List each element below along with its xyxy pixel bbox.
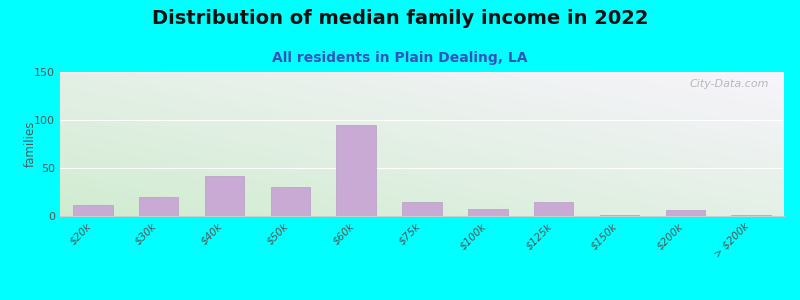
Bar xyxy=(337,125,376,216)
Bar xyxy=(139,197,178,216)
Bar xyxy=(205,176,244,216)
Bar xyxy=(666,210,705,216)
Bar xyxy=(534,202,574,216)
Text: Distribution of median family income in 2022: Distribution of median family income in … xyxy=(152,9,648,28)
Text: All residents in Plain Dealing, LA: All residents in Plain Dealing, LA xyxy=(272,51,528,65)
Bar xyxy=(731,215,771,216)
Bar xyxy=(402,202,442,216)
Bar xyxy=(468,209,507,216)
Y-axis label: families: families xyxy=(23,121,37,167)
Bar xyxy=(73,206,113,216)
Text: City-Data.com: City-Data.com xyxy=(690,79,770,89)
Bar xyxy=(270,187,310,216)
Bar xyxy=(600,215,639,216)
